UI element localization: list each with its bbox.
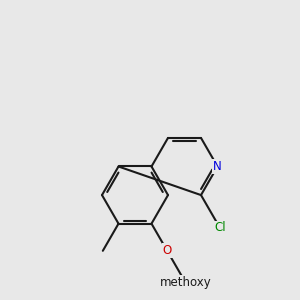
- Text: N: N: [213, 160, 222, 173]
- Text: methoxy: methoxy: [159, 276, 211, 289]
- Text: Cl: Cl: [214, 221, 226, 234]
- Text: O: O: [163, 244, 172, 257]
